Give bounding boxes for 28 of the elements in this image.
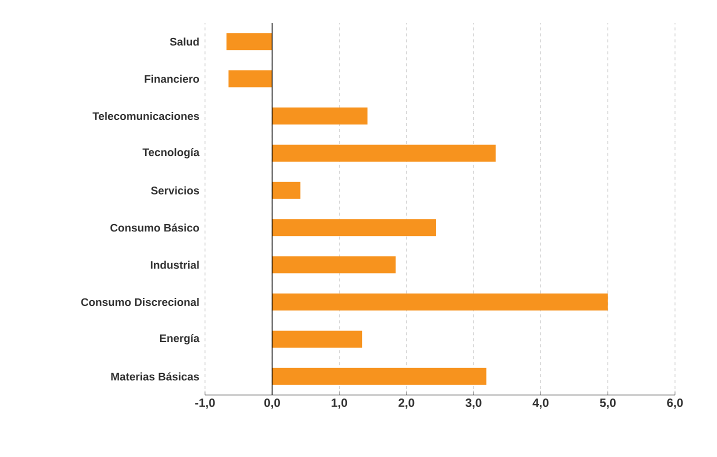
bar [272,107,368,124]
x-tick-label: 3,0 [466,398,482,409]
y-tick-label: Tecnología [142,148,200,158]
bar [228,70,272,88]
y-tick-label: Salud [170,38,199,46]
x-tick-label: 2,0 [398,398,414,409]
x-tick-label: 5,0 [600,398,616,409]
x-tick-label: -1,0 [195,398,215,409]
bar [272,219,436,236]
y-tick-label: Servicios [151,186,200,194]
bar [272,330,362,348]
y-tick-label: Industrial [150,260,199,269]
bar [272,293,608,310]
bar [272,368,486,385]
bar [226,33,272,50]
bar [272,256,396,274]
bar [272,144,496,162]
y-tick-label: Consumo Básico [110,224,200,232]
x-tick-label: 0,0 [264,398,280,409]
x-tick-label: 4,0 [532,398,549,409]
y-tick-label: Materias Básicas [111,372,200,380]
y-tick-label: Consumo Discrecional [81,298,199,306]
y-tick-label: Energía [160,334,200,344]
y-tick-label: Telecomunicaciones [92,112,200,120]
bar [272,182,300,199]
x-tick-label: 6,0 [667,398,683,409]
x-tick-label: 1,0 [332,398,348,409]
y-tick-label: Financiero [144,74,200,83]
